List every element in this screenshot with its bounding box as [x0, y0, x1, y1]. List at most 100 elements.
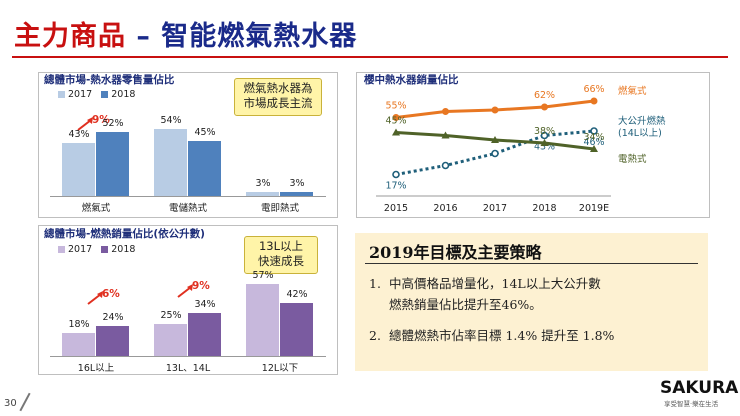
sakura-point-1-3: [540, 131, 549, 140]
legend-2018-swatch: [101, 91, 109, 98]
capacity-value-label-2017-2: 57%: [252, 270, 274, 282]
retail-value-label-2017-1: 54%: [160, 115, 182, 127]
title-divider: [12, 56, 728, 58]
sakura-value-label-0-3: 62%: [534, 90, 555, 101]
sakura-x-tick-3: 2018: [532, 203, 556, 214]
retail-value-label-2017-0: 43%: [68, 128, 90, 140]
sakura-share-panel: [356, 72, 710, 218]
legend-2018-label: 2018: [111, 89, 136, 100]
capacity-category-label-2: 12L以下: [261, 363, 299, 374]
strategy-item-2-line-1: 總體燃熱市佔率目標 1.4% 提升至 1.8%: [389, 328, 615, 343]
retail-chart-title: 總體市場-熱水器零售量佔比: [44, 74, 175, 86]
sakura-value-label-0-0: 55%: [385, 101, 406, 112]
capacity-growth-label-13l: 9%: [192, 280, 210, 292]
sakura-tagline: 享受智慧‧樂在生活: [664, 400, 719, 408]
capacity-bar-2018-2: [280, 303, 313, 356]
retail-bar-2017-2: [246, 192, 279, 196]
strategy-title: 2019年目標及主要策略: [369, 243, 542, 262]
sakura-value-label-1-3: 43%: [534, 142, 555, 153]
capacity-bar-2018-0: [96, 325, 129, 356]
sakura-value-label-2-3: 38%: [534, 126, 555, 137]
legend-2017-label: 2017: [68, 244, 93, 255]
sakura-point-2-4: [590, 145, 598, 152]
capacity-callout-line-1: 13L以上: [258, 239, 304, 253]
title-main: 主力商品: [14, 21, 126, 52]
slide-title: 主力商品 – 智能燃氣熱水器: [14, 14, 357, 53]
capacity-bar-2018-1: [188, 313, 221, 356]
strategy-item-1-number: 1.: [369, 276, 381, 291]
retail-callout-line-1: 燃氣熱水器為: [243, 81, 313, 95]
sakura-logo: SAKURA: [660, 378, 739, 398]
sakura-value-label-1-4: 46%: [583, 137, 604, 148]
sakura-chart-title: 櫻中熱水器銷量佔比: [364, 74, 459, 86]
retail-category-label-0: 燃氣式: [81, 203, 111, 214]
retail-value-label-2018-1: 45%: [194, 126, 216, 138]
capacity-value-label-2018-1: 34%: [194, 299, 216, 311]
retail-value-label-2018-2: 3%: [289, 178, 305, 190]
sakura-point-2-3: [540, 139, 549, 146]
capacity-value-label-2017-1: 25%: [160, 310, 182, 322]
strategy-item-1: 1. 中高價格品增量化，14L以上大公升數 燃熱銷量佔比提升至46%。: [369, 273, 601, 315]
sakura-point-0-0: [392, 114, 400, 121]
retail-legend: 2017 2018: [58, 89, 135, 100]
capacity-value-label-2018-0: 24%: [102, 311, 124, 323]
sakura-point-2-0: [392, 128, 400, 136]
sakura-line-chart: 2015 2016 2017 2018 2019E 55% 62% 66% 17% 43% 46% 4…: [376, 84, 666, 214]
retail-x-axis: [50, 196, 326, 197]
strategy-item-2-number: 2.: [369, 328, 381, 343]
sakura-point-1-0: [392, 170, 400, 179]
retail-category-label-1: 電儲熱式: [168, 203, 207, 214]
retail-category-label-2: 電即熱式: [260, 203, 299, 214]
legend-2017-swatch: [58, 91, 65, 98]
sakura-point-1-4: [590, 127, 598, 135]
capacity-growth-label-16l: 6%: [102, 288, 120, 300]
capacity-x-axis: [50, 356, 326, 357]
sakura-point-0-3: [541, 103, 548, 111]
sakura-legend-large-1: (14L以上): [618, 128, 662, 139]
strategy-title-rule: [365, 263, 698, 264]
strategy-item-1-line-1: 中高價格品增量化，14L以上大公升數: [389, 276, 601, 291]
sakura-value-label-1-0: 17%: [385, 181, 406, 192]
sakura-point-1-1: [441, 161, 450, 170]
sakura-x-tick-1: 2016: [433, 203, 457, 214]
sakura-value-label-0-4: 66%: [583, 84, 604, 95]
sakura-x-tick-2: 2017: [483, 203, 507, 214]
sakura-point-2-1: [441, 131, 450, 139]
legend-2017-swatch: [58, 246, 65, 253]
legend-2017-label: 2017: [68, 89, 93, 100]
capacity-growth-arrow-16l: [87, 291, 103, 305]
retail-bar-2017-0: [62, 142, 95, 196]
sakura-x-tick-4: 2019E: [579, 203, 609, 214]
sakura-value-label-2-0: 45%: [385, 116, 406, 127]
retail-growth-arrow: [77, 117, 93, 131]
legend-2018-label: 2018: [111, 244, 136, 255]
retail-value-label-2018-0: 52%: [102, 117, 124, 129]
sakura-point-0-2: [491, 106, 499, 114]
capacity-legend: 2017 2018: [58, 244, 135, 255]
page-number-slash: [19, 392, 31, 412]
capacity-category-label-0: 16L以上: [77, 363, 115, 374]
capacity-value-label-2018-2: 42%: [286, 289, 308, 300]
capacity-callout-line-2: 快速成長: [258, 254, 304, 268]
retail-bar-2018-2: [280, 192, 313, 196]
sakura-legend-large-0: 大公升燃熱: [618, 115, 666, 127]
retail-bar-2017-1: [154, 129, 187, 196]
strategy-item-2: 2. 總體燃熱市佔率目標 1.4% 提升至 1.8%: [369, 325, 614, 346]
capacity-category-label-1: 13L、14L: [165, 363, 211, 374]
sakura-legend-gas-0: 燃氣式: [618, 85, 647, 97]
capacity-bar-2017-2: [246, 284, 279, 356]
capacity-bar-2017-1: [154, 324, 187, 356]
capacity-chart-title: 總體市場-燃熱銷量佔比(依公升數): [44, 228, 205, 240]
title-sub: – 智能燃氣熱水器: [136, 21, 358, 52]
sakura-value-label-2-4: 34%: [583, 132, 604, 143]
sakura-point-0-4: [590, 97, 598, 105]
capacity-callout: 13L以上 快速成長: [244, 236, 318, 274]
retail-callout: 燃氣熱水器為 市場成長主流: [234, 78, 322, 116]
capacity-value-label-2017-0: 18%: [68, 319, 90, 331]
sakura-x-tick-0: 2015: [384, 203, 408, 214]
retail-callout-line-2: 市場成長主流: [243, 96, 313, 110]
capacity-bar-2017-0: [62, 333, 95, 356]
strategy-item-1-line-2: 燃熱銷量佔比提升至46%。: [389, 297, 542, 312]
strategy-box: 2019年目標及主要策略 1. 中高價格品增量化，14L以上大公升數 燃熱銷量佔比…: [355, 233, 708, 371]
retail-value-label-2017-2: 3%: [255, 178, 271, 190]
